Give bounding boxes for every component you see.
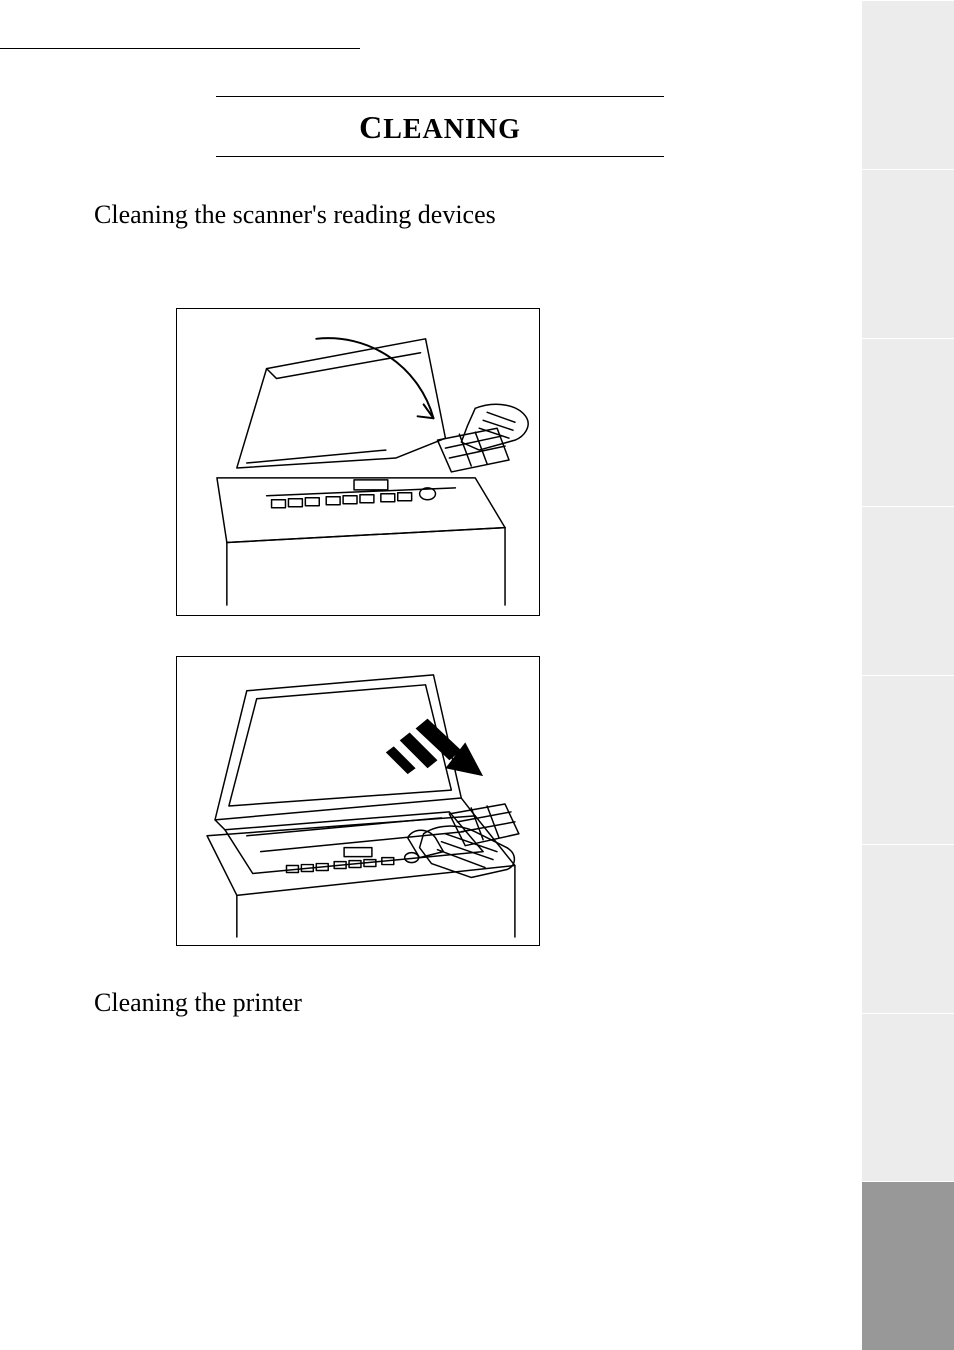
heading-scanner-cleaning: Cleaning the scanner's reading devices xyxy=(94,200,496,230)
illustration-flatbed-icon xyxy=(177,657,539,945)
figure-flatbed-glass xyxy=(176,656,540,946)
side-tab-4 xyxy=(862,506,954,675)
section-title-cap: C xyxy=(359,109,383,145)
section-title-box: CLEANING xyxy=(216,96,664,157)
illustration-feeder-icon xyxy=(177,309,539,615)
side-tab-1 xyxy=(862,0,954,169)
section-title: CLEANING xyxy=(216,97,664,156)
heading-printer-cleaning: Cleaning the printer xyxy=(94,988,302,1018)
side-tab-5 xyxy=(862,675,954,844)
side-tab-7 xyxy=(862,1013,954,1182)
figure-feeder-cover xyxy=(176,308,540,616)
header-rule xyxy=(0,48,360,49)
section-title-rest: LEANING xyxy=(383,114,521,145)
side-tab-2 xyxy=(862,169,954,338)
side-tab-8 xyxy=(862,1181,954,1350)
side-tab-6 xyxy=(862,844,954,1013)
side-tab-strip xyxy=(862,0,954,1350)
page-root: CLEANING Cleaning the scanner's reading … xyxy=(0,0,954,1350)
section-rule-bottom xyxy=(216,156,664,157)
side-tab-3 xyxy=(862,338,954,507)
